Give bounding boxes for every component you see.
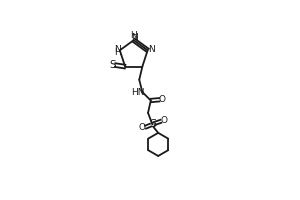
Text: O: O <box>161 116 168 125</box>
Text: O: O <box>138 123 145 132</box>
Text: S: S <box>109 60 116 70</box>
Text: N: N <box>114 45 120 54</box>
Text: O: O <box>158 95 166 104</box>
Text: N: N <box>131 33 138 42</box>
Text: S: S <box>149 119 156 129</box>
Text: H: H <box>114 48 120 57</box>
Text: H: H <box>130 31 137 40</box>
Text: HN: HN <box>131 88 145 97</box>
Text: N: N <box>148 45 154 54</box>
